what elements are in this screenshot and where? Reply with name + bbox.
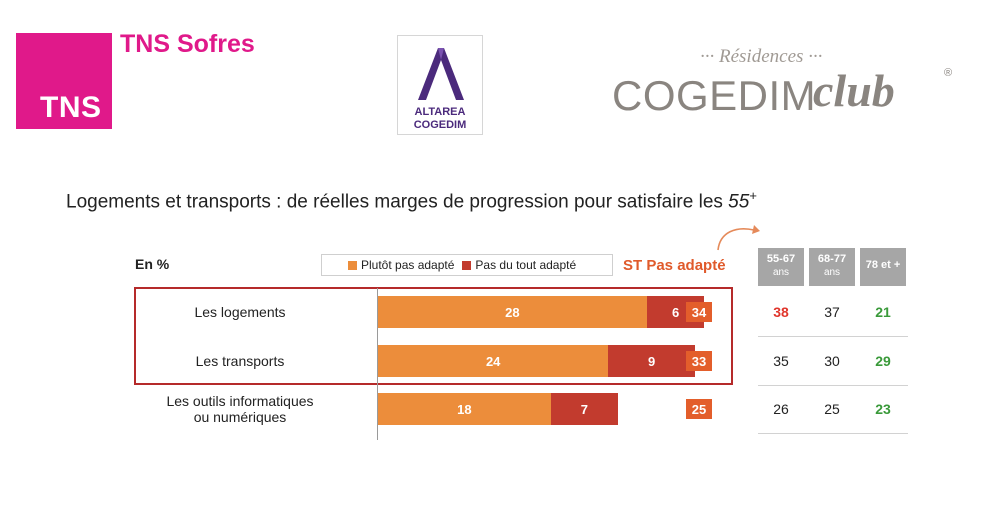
age-value: 38: [773, 304, 789, 320]
age-header-55-67-sub: ans: [772, 267, 790, 278]
row-label-line: Les outils informatiques: [166, 393, 314, 409]
age-value: 30: [824, 353, 840, 369]
bar-value-label: 24: [485, 353, 501, 369]
cogedim-logo-text: COGEDIM: [612, 72, 817, 119]
bar-segment: 7: [550, 393, 618, 425]
legend-label-plutot: Plutôt pas adapté: [361, 258, 455, 272]
st-value-badge: 34: [686, 302, 712, 322]
age-value: 23: [875, 401, 891, 417]
altarea-cogedim-logo: ALTAREA COGEDIM: [397, 35, 483, 135]
legend-swatch-plutot: [348, 260, 357, 270]
club-logo-text: club: [813, 65, 895, 116]
altarea-line1: ALTAREA: [414, 106, 466, 118]
bar-value-label: 7: [580, 401, 588, 417]
age-header-68-77-label: 68-77: [817, 253, 847, 265]
bar-segment: 18: [378, 393, 551, 425]
age-value: 21: [875, 304, 891, 320]
row-label: Les logements: [140, 304, 340, 320]
legend-item-plutot: Plutôt pas adapté: [348, 258, 454, 272]
age-value: 29: [875, 353, 891, 369]
row-label-line: Les transports: [195, 353, 285, 369]
legend-item-pas-du-tout: Pas du tout adapté: [462, 258, 576, 272]
tns-sofres-logo: TNS Sofres: [120, 30, 255, 58]
age-value: 37: [824, 304, 840, 320]
age-table-rule: [758, 433, 908, 434]
title-age: 55: [728, 191, 750, 213]
age-header-55-67: 55-67 ans: [758, 248, 804, 286]
bar-segment: 9: [608, 345, 695, 377]
age-value: 35: [773, 353, 789, 369]
legend-swatch-pas-du-tout: [462, 260, 472, 270]
tns-logo: TNS: [16, 33, 112, 129]
registered-mark: ®: [944, 67, 953, 79]
altarea-a-icon: [418, 48, 464, 100]
highlight-frame: [134, 287, 733, 385]
legend-label-pas-du-tout: Pas du tout adapté: [475, 258, 577, 272]
age-header-55-67-label: 55-67: [766, 253, 796, 265]
bar-segment: 28: [378, 296, 647, 328]
age-header-68-77: 68-77 ans: [809, 248, 855, 286]
chart-axis: [377, 288, 378, 440]
unit-label: En %: [135, 256, 170, 272]
altarea-line2: COGEDIM: [413, 119, 467, 131]
row-label: Les outils informatiques ou numériques: [140, 393, 340, 425]
row-label: Les transports: [140, 353, 340, 369]
st-pas-adapte-header: ST Pas adapté: [623, 257, 726, 274]
bar-segment: 24: [378, 345, 609, 377]
age-value: 25: [824, 401, 840, 417]
row-label-line: ou numériques: [193, 409, 287, 425]
tns-logo-text: TNS: [40, 91, 102, 124]
bar-value-label: 28: [505, 304, 520, 320]
age-table-rule: [758, 385, 908, 386]
row-label-line: Les logements: [194, 304, 286, 320]
curved-arrow-icon: [717, 225, 760, 251]
st-value-badge: 33: [686, 351, 712, 371]
age-table-rule: [758, 336, 908, 337]
slide-title: Logements et transports : de réelles mar…: [66, 188, 757, 213]
residences-logo-text: ··· Résidences ···: [700, 46, 823, 67]
age-header-78-plus: 78 et +: [860, 248, 906, 286]
title-text: Logements et transports : de réelles mar…: [66, 191, 729, 213]
bar-value-label: 18: [457, 401, 472, 417]
age-value: 26: [773, 401, 789, 417]
age-header-68-77-sub: ans: [823, 267, 841, 278]
title-plus: +: [749, 188, 757, 203]
st-value-badge: 25: [686, 399, 712, 419]
chart-legend: Plutôt pas adapté Pas du tout adapté: [321, 254, 613, 276]
age-header-78-plus-label: 78 et +: [865, 259, 901, 271]
bar-value-label: 9: [647, 353, 656, 369]
bar-value-label: 6: [671, 304, 680, 320]
